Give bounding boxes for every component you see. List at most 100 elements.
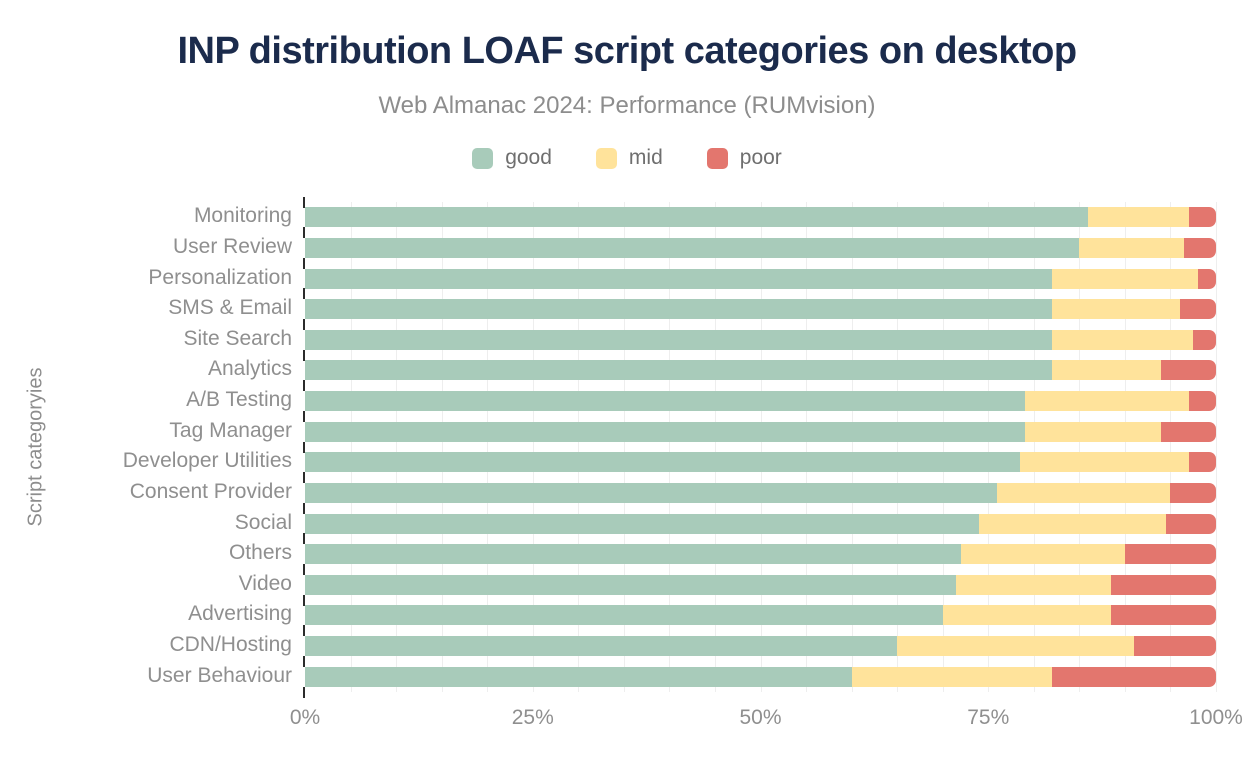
gridline (350, 202, 352, 692)
bar-segment-poor (1161, 360, 1216, 381)
bar-row (305, 237, 1216, 258)
y-axis-category-label: Social (234, 510, 292, 534)
bar-segment-good (305, 391, 1025, 412)
y-axis-category-label: CDN/Hosting (169, 633, 292, 657)
gridline (806, 202, 808, 692)
x-axis-tick-label: 100% (1189, 706, 1243, 729)
bar-row (305, 360, 1216, 381)
bar-segment-mid (1088, 207, 1189, 228)
bar-segment-good (305, 360, 1053, 381)
bar-segment-good (305, 268, 1053, 289)
bar-row (305, 391, 1216, 412)
chart-title: INP distribution LOAF script categories … (177, 30, 1077, 72)
bar-row (305, 666, 1216, 687)
bar-row (305, 605, 1216, 626)
legend-item-good: good (472, 146, 552, 170)
gridline (578, 202, 580, 692)
y-axis-tick (303, 319, 305, 330)
bar-segment-mid (942, 605, 1112, 626)
legend-swatch-mid-icon (595, 147, 617, 169)
bar-row (305, 299, 1216, 320)
bar-segment-good (305, 421, 1025, 442)
bar-row (305, 544, 1216, 565)
bar-segment-mid (1079, 237, 1185, 258)
bar-segment-mid (1052, 268, 1198, 289)
bar-row (305, 452, 1216, 473)
y-axis-category-label: User Behaviour (147, 663, 292, 687)
y-axis-category-label: Monitoring (193, 204, 292, 228)
y-axis-tick (303, 410, 305, 422)
bar-row (305, 574, 1216, 595)
gridline (669, 202, 671, 692)
bar-segment-poor (1165, 513, 1216, 534)
bar-segment-poor (1188, 452, 1216, 473)
y-axis-category-label: Others (228, 541, 292, 565)
bar-segment-poor (1188, 391, 1216, 412)
bar-row (305, 329, 1216, 350)
bar-segment-good (305, 299, 1053, 320)
bar-row (305, 482, 1216, 503)
bar-segment-mid (1024, 391, 1189, 412)
y-axis-tick (303, 594, 305, 606)
x-axis-tick-label: 0% (289, 706, 321, 729)
gridline (396, 202, 398, 692)
bar-segment-good (305, 452, 1021, 473)
bar-segment-poor (1052, 666, 1216, 687)
x-axis-tick-label: 75% (967, 706, 1010, 729)
legend-swatch-poor-icon (706, 147, 728, 169)
bar-segment-poor (1179, 299, 1216, 320)
y-axis-category-label: Video (238, 571, 292, 595)
y-axis-tick (303, 686, 305, 698)
bar-segment-mid (997, 482, 1171, 503)
gridline (897, 202, 899, 692)
legend-item-poor: poor (706, 146, 782, 170)
y-axis-category-label: Developer Utilities (122, 449, 292, 473)
y-axis-category-label: Site Search (183, 326, 292, 350)
gridline (1079, 202, 1081, 692)
bar-row (305, 513, 1216, 534)
gridline (851, 202, 853, 692)
y-axis-category-label: Tag Manager (169, 418, 292, 442)
gridline (441, 202, 443, 692)
y-axis-category-label: Consent Provider (129, 479, 292, 503)
legend-label-good: good (505, 146, 552, 169)
y-axis-tick (303, 533, 305, 545)
y-axis-category-label: A/B Testing (186, 388, 292, 412)
bar-segment-good (305, 605, 943, 626)
legend-item-mid: mid (595, 146, 663, 170)
bar-segment-mid (1052, 299, 1180, 320)
bar-segment-mid (1052, 360, 1162, 381)
bar-segment-mid (897, 636, 1134, 657)
y-axis-tick (303, 502, 305, 514)
bar-segment-mid (979, 513, 1166, 534)
bar-segment-poor (1161, 421, 1216, 442)
y-axis-tick (303, 441, 305, 453)
y-axis-tick (303, 257, 305, 269)
bar-segment-good (305, 482, 998, 503)
gridline (1216, 202, 1217, 692)
gridline (714, 202, 716, 692)
bar-row (305, 421, 1216, 442)
bar-segment-poor (1111, 605, 1216, 626)
bar-segment-mid (1020, 452, 1189, 473)
gridline (760, 202, 762, 692)
bar-segment-mid (956, 574, 1112, 595)
legend-label-mid: mid (628, 146, 663, 169)
bar-segment-good (305, 513, 980, 534)
bar-segment-poor (1124, 544, 1216, 565)
y-axis-tick (303, 196, 305, 208)
bar-segment-poor (1188, 207, 1216, 228)
bar-segment-mid (1024, 421, 1162, 442)
y-axis-tick (303, 655, 305, 667)
x-axis-tick-label: 25% (511, 706, 554, 729)
bar-segment-poor (1197, 268, 1216, 289)
y-axis-tick (303, 227, 305, 239)
gridline (487, 202, 489, 692)
plot-area (303, 196, 1217, 698)
bar-segment-poor (1170, 482, 1216, 503)
bar-segment-good (305, 237, 1080, 258)
y-axis-category-label: Analytics (207, 357, 292, 381)
bar-segment-mid (1052, 329, 1194, 350)
y-axis-tick (303, 380, 305, 392)
gridline (1033, 202, 1035, 692)
